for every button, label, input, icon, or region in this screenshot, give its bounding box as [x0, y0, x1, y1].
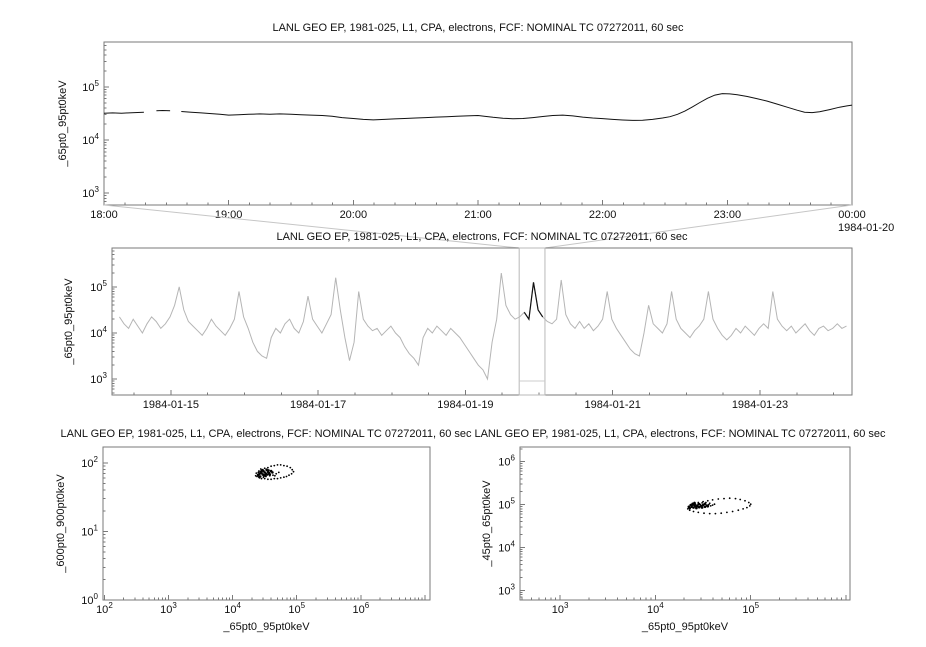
series-line-flux_65_95keV: [103, 93, 853, 121]
x-tick-label: 104: [647, 601, 664, 616]
highlighted-segment: [523, 282, 544, 321]
chart-title: LANL GEO EP, 1981-025, L1, CPA, electron…: [272, 22, 684, 34]
panel-top-timeseries: 18:00 19:00 20:00 21:00 22:00 23:00 00:00 103 10…: [57, 22, 894, 234]
y-tick-label: 103: [90, 371, 107, 386]
x-tick-label: 1984-01-19: [437, 399, 493, 411]
x-tick-label: 00:00: [838, 209, 866, 221]
x-tick-label: 1984-01-21: [585, 399, 641, 411]
y-tick-label: 104: [90, 325, 107, 340]
x-tick-label: 1984-01-23: [732, 399, 788, 411]
x-tick-label: 105: [288, 601, 305, 616]
zoom-connector-left: [103, 204, 520, 249]
x-tick-label: 22:00: [589, 209, 617, 221]
zoom-connector-right: [544, 204, 853, 249]
y-tick-label: 105: [90, 279, 107, 294]
y-tick-label: 101: [81, 523, 98, 538]
x-axis-date-label: 1984-01-20: [838, 222, 894, 234]
panel-context-timeseries: 1984-01-15 1984-01-17 1984-01-19 1984-01-21…: [63, 204, 853, 411]
panel-scatter-45-65: 103 104 105 103 104 105 106 LANL GEO EP, 1981-0…: [474, 428, 886, 633]
y-axis-label: _600pt0_900pt0keV: [55, 474, 67, 574]
y-axis-label: _65pt0_95pt0keV: [63, 278, 75, 366]
y-tick-label: 104: [82, 132, 99, 147]
x-tick-label: 18:00: [90, 209, 118, 221]
x-tick-label: 102: [96, 601, 113, 616]
x-tick-label: 103: [552, 601, 569, 616]
chart-title: LANL GEO EP, 1981-025, L1, CPA, electron…: [60, 428, 472, 440]
scatter-points: [686, 497, 752, 515]
x-axis-label: _65pt0_95pt0keV: [222, 621, 310, 633]
plot-frame: [102, 446, 431, 601]
panel-scatter-600-900: 102 103 104 105 106 100 101 102 LANL GEO EP, 198…: [55, 428, 472, 633]
x-tick-label: 21:00: [464, 209, 492, 221]
x-tick-label: 19:00: [215, 209, 243, 221]
x-tick-label: 1984-01-17: [290, 399, 346, 411]
chart-title: LANL GEO EP, 1981-025, L1, CPA, electron…: [474, 428, 886, 440]
x-tick-label: 1984-01-15: [143, 399, 199, 411]
y-tick-label: 106: [498, 454, 515, 469]
y-axis-label: _65pt0_95pt0keV: [57, 80, 69, 168]
y-tick-label: 103: [498, 582, 515, 597]
y-tick-label: 102: [81, 455, 98, 470]
plot-frame: [103, 41, 853, 206]
plot-frame: [519, 446, 851, 601]
x-tick-label: 20:00: [340, 209, 368, 221]
series-line-flux_65_95keV_context: [118, 273, 847, 381]
x-tick-label: 103: [160, 601, 177, 616]
y-tick-label: 105: [498, 497, 515, 512]
y-tick-label: 103: [82, 185, 99, 200]
plot-frame: [111, 247, 853, 396]
scatter-points: [254, 464, 295, 481]
y-tick-label: 100: [81, 592, 98, 607]
y-tick-label: 104: [498, 540, 515, 555]
x-tick-label: 105: [742, 601, 759, 616]
x-tick-label: 23:00: [714, 209, 742, 221]
y-axis-label: _45pt0_65pt0keV: [481, 480, 493, 568]
x-tick-label: 104: [224, 601, 241, 616]
selection-box[interactable]: [518, 247, 546, 396]
y-tick-label: 105: [82, 79, 99, 94]
x-axis-label: _65pt0_95pt0keV: [641, 621, 729, 633]
chart-title: LANL GEO EP, 1981-025, L1, CPA, electron…: [276, 231, 688, 243]
x-tick-label: 106: [352, 601, 369, 616]
